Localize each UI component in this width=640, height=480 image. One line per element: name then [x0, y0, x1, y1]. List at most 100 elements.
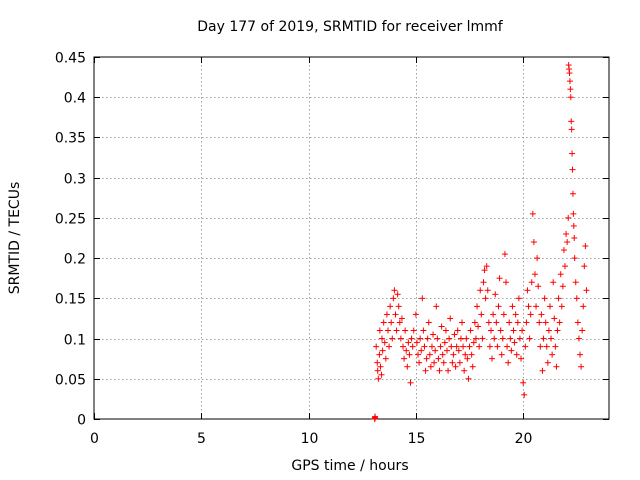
data-point	[415, 351, 422, 358]
data-point	[390, 295, 397, 302]
data-point	[509, 303, 516, 310]
data-point	[523, 319, 530, 326]
data-point	[457, 335, 464, 342]
data-point	[570, 210, 577, 217]
data-point	[495, 303, 502, 310]
data-point	[549, 351, 556, 358]
data-point	[443, 347, 450, 354]
data-point	[494, 343, 501, 350]
data-point	[526, 335, 533, 342]
data-point	[471, 319, 478, 326]
data-point	[477, 287, 484, 294]
data-point	[484, 287, 491, 294]
data-point	[455, 347, 462, 354]
data-point	[386, 343, 393, 350]
data-point	[583, 287, 590, 294]
data-point	[519, 327, 526, 334]
data-point	[412, 311, 419, 318]
data-point	[391, 287, 398, 294]
data-point	[465, 375, 472, 382]
data-point	[408, 335, 415, 342]
data-point	[437, 343, 444, 350]
data-point	[474, 303, 481, 310]
data-point	[569, 150, 576, 157]
grid	[94, 57, 609, 419]
data-point	[417, 335, 424, 342]
data-point	[410, 327, 417, 334]
y-tick-label: 0.45	[55, 51, 86, 67]
data-point	[470, 339, 477, 346]
data-point	[515, 295, 522, 302]
data-point	[380, 319, 387, 326]
data-point	[572, 279, 579, 286]
data-point	[527, 311, 534, 318]
data-point	[432, 347, 439, 354]
data-point	[503, 279, 509, 286]
data-point	[499, 335, 506, 342]
data-point	[479, 335, 486, 342]
data-point	[442, 327, 449, 334]
data-point	[491, 335, 498, 342]
data-point	[428, 343, 435, 350]
data-point	[582, 243, 589, 250]
data-point	[446, 335, 453, 342]
data-point	[578, 363, 585, 370]
data-point	[382, 355, 389, 362]
x-tick-label: 15	[408, 431, 426, 447]
data-point	[401, 355, 408, 362]
data-point	[452, 363, 459, 370]
data-point	[485, 319, 492, 326]
data-point	[567, 86, 574, 93]
data-point	[544, 359, 551, 366]
data-point	[466, 343, 473, 350]
data-point	[481, 267, 488, 274]
chart-title: Day 177 of 2019, SRMTID for receiver lmm…	[197, 19, 504, 35]
data-point	[528, 279, 535, 286]
x-axis-label: GPS time / hours	[291, 458, 408, 474]
y-tick-label: 0.4	[64, 91, 86, 107]
data-point	[398, 315, 405, 322]
data-point	[402, 327, 409, 334]
data-point	[435, 355, 442, 362]
data-point	[566, 78, 573, 85]
data-point	[475, 323, 482, 330]
data-point	[404, 363, 411, 370]
y-tick-label: 0	[77, 413, 86, 429]
data-point	[545, 327, 552, 334]
data-point	[518, 355, 525, 362]
plot-frame	[93, 56, 610, 420]
data-point	[476, 343, 483, 350]
data-point	[448, 343, 455, 350]
data-point	[531, 271, 538, 278]
data-point	[560, 247, 567, 254]
data-point	[392, 311, 399, 318]
data-point	[573, 295, 580, 302]
data-point	[377, 363, 384, 370]
data-point	[542, 319, 549, 326]
data-point	[569, 166, 576, 173]
data-point	[511, 339, 518, 346]
x-tick-label: 5	[197, 431, 206, 447]
data-point	[497, 327, 504, 334]
data-point	[566, 70, 573, 77]
data-point	[513, 351, 520, 358]
data-point	[487, 327, 494, 334]
y-tick-label: 0.2	[64, 252, 86, 268]
data-point	[571, 255, 578, 262]
data-point	[559, 283, 566, 290]
data-point	[434, 335, 441, 342]
data-point	[492, 291, 499, 298]
data-point	[548, 335, 555, 342]
data-point	[570, 222, 577, 229]
data-point	[580, 303, 587, 310]
data-point	[424, 335, 431, 342]
data-point	[441, 339, 448, 346]
data-point	[453, 343, 460, 350]
data-point	[500, 311, 507, 318]
data-point	[553, 363, 560, 370]
data-point	[498, 351, 505, 358]
data-point	[577, 351, 584, 358]
data-point	[372, 413, 379, 420]
x-tick-label: 10	[301, 431, 319, 447]
data-point	[551, 315, 558, 322]
